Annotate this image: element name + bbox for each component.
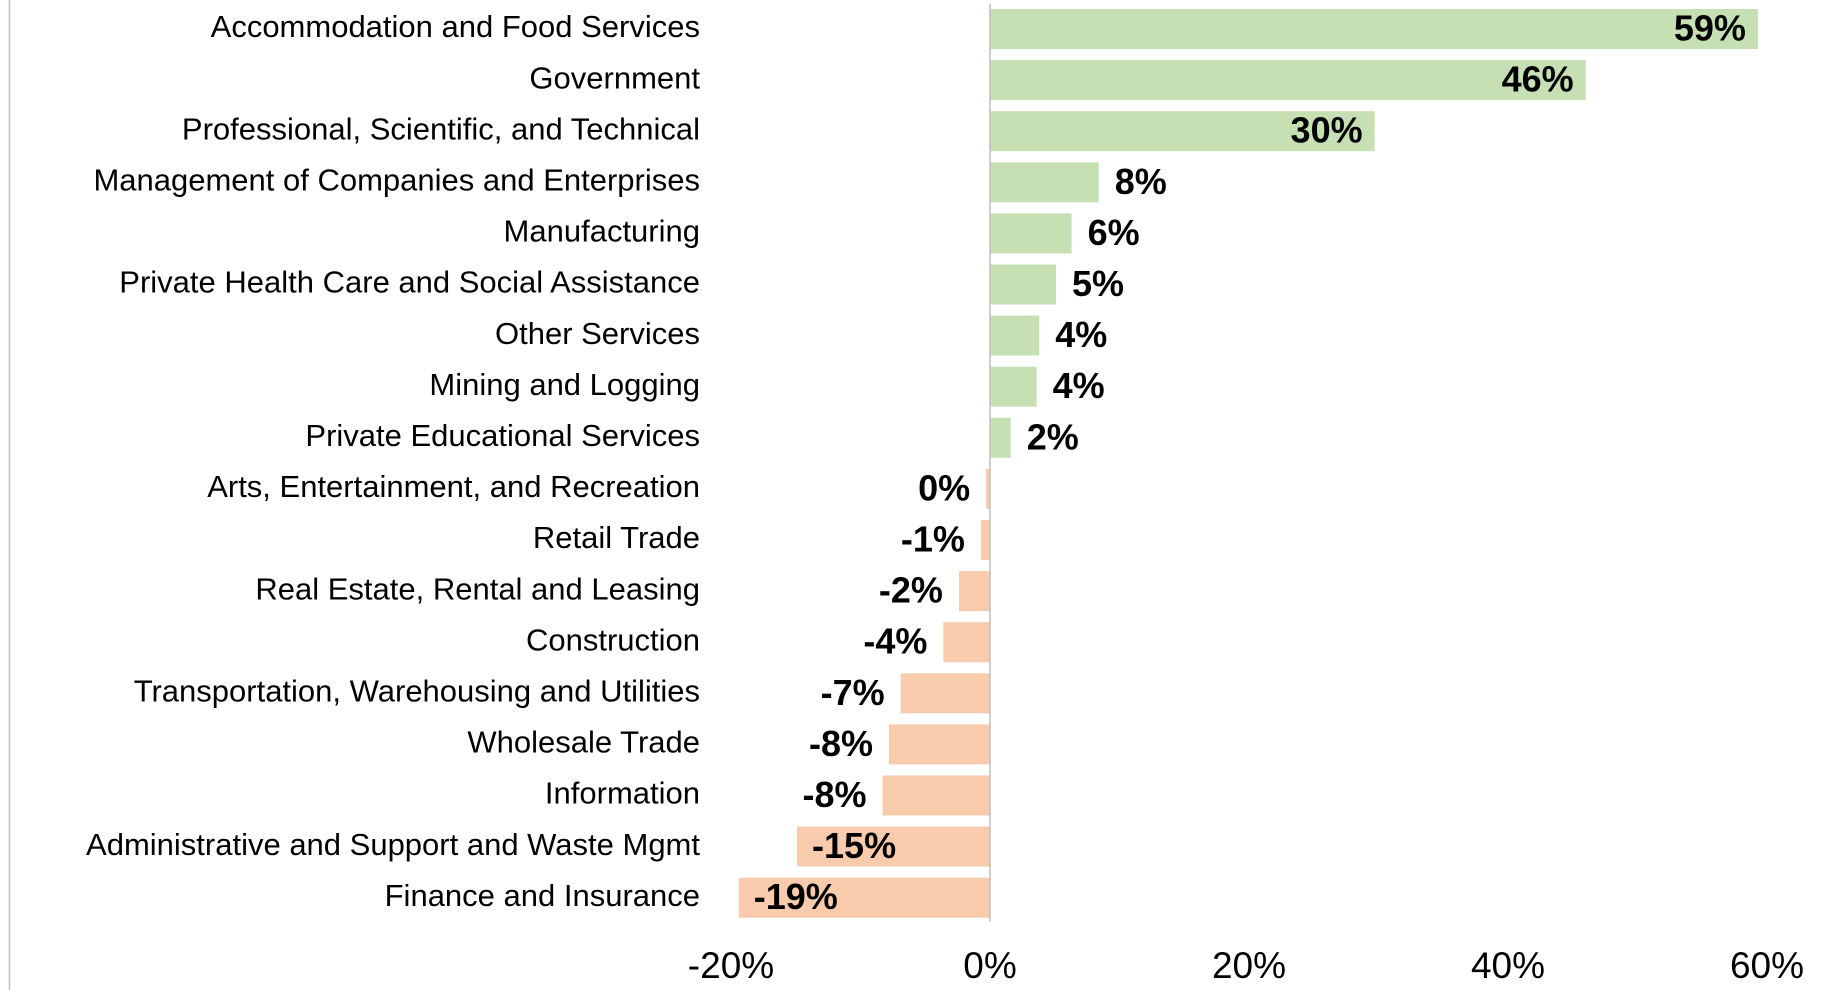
value-label: 2% — [1027, 416, 1079, 457]
category-label: Other Services — [495, 316, 700, 351]
bar — [738, 877, 990, 918]
value-label: 8% — [1115, 161, 1167, 202]
category-label: Manufacturing — [504, 214, 700, 249]
bar — [990, 9, 1758, 49]
value-label: 30% — [1291, 110, 1363, 151]
value-label: 4% — [1055, 314, 1107, 355]
bar — [990, 111, 1375, 152]
bar — [990, 315, 1040, 356]
category-label: Retail Trade — [533, 520, 700, 555]
category-label: Transportation, Warehousing and Utilitie… — [134, 673, 700, 708]
category-label: Private Educational Services — [305, 418, 700, 453]
bar — [990, 417, 1011, 458]
value-label: 46% — [1502, 59, 1574, 100]
value-label: -4% — [863, 621, 927, 662]
x-tick-label: 40% — [1471, 945, 1545, 986]
bar — [882, 775, 990, 816]
value-label: -8% — [809, 723, 873, 764]
category-label: Finance and Insurance — [385, 878, 700, 913]
category-label: Real Estate, Rental and Leasing — [255, 571, 700, 606]
value-label: -8% — [802, 774, 866, 815]
category-label: Wholesale Trade — [467, 725, 700, 760]
bar — [990, 366, 1037, 407]
bar — [990, 213, 1072, 254]
value-label: 6% — [1088, 212, 1140, 253]
category-label: Administrative and Support and Waste Mgm… — [86, 827, 700, 862]
category-label: Information — [545, 776, 700, 811]
bar — [990, 162, 1099, 203]
bar — [797, 826, 990, 867]
category-label: Construction — [526, 622, 700, 657]
category-label: Arts, Entertainment, and Recreation — [207, 469, 700, 504]
bar — [980, 520, 990, 560]
value-label: 4% — [1053, 365, 1105, 406]
bar — [958, 571, 990, 612]
bar — [990, 60, 1586, 101]
category-label: Accommodation and Food Services — [211, 9, 700, 44]
x-tick-label: 0% — [963, 945, 1016, 986]
bar — [900, 673, 990, 714]
bar — [986, 468, 990, 509]
x-tick-label: 20% — [1212, 945, 1286, 986]
category-label: Professional, Scientific, and Technical — [182, 111, 700, 146]
value-label: 59% — [1674, 8, 1746, 49]
category-label: Government — [529, 60, 700, 95]
bar — [943, 622, 990, 663]
x-tick-label: -20% — [688, 945, 774, 986]
value-label: -2% — [879, 570, 943, 611]
value-label: -19% — [754, 876, 838, 917]
category-label: Management of Companies and Enterprises — [93, 162, 700, 197]
value-label: 5% — [1072, 263, 1124, 304]
value-label: -1% — [901, 519, 965, 560]
value-label: 0% — [918, 467, 970, 508]
bar — [888, 724, 990, 765]
bar — [990, 264, 1057, 305]
category-label: Mining and Logging — [429, 367, 700, 402]
value-label: -7% — [821, 672, 885, 713]
x-tick-label: 60% — [1730, 945, 1804, 986]
category-label: Private Health Care and Social Assistanc… — [119, 265, 700, 300]
value-label: -15% — [812, 825, 896, 866]
